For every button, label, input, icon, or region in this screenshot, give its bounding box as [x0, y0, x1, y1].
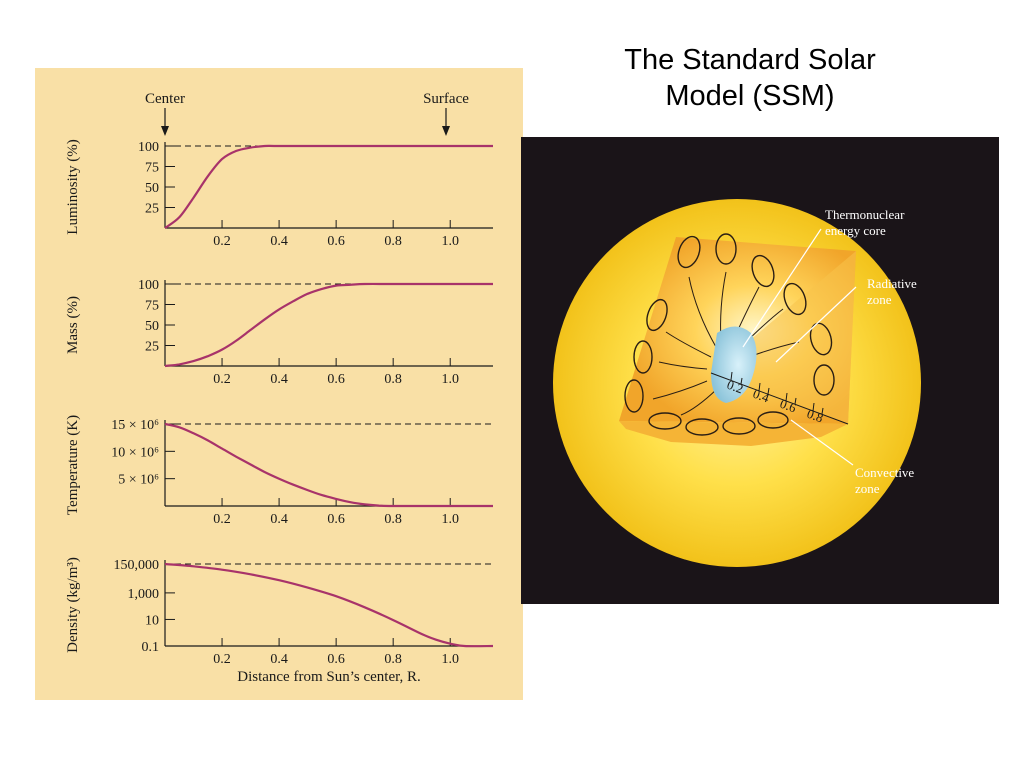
luminosity-chart: 100 75 50 25 0.2 0.4 0.6 0.8 1.0 Luminosity (%) [65, 139, 493, 249]
scale-tick-0-6: 0.6 [778, 396, 799, 416]
mass-chart: 100 75 50 25 0.2 0.4 0.6 0.8 1.0 Mass (%) [65, 278, 493, 387]
y-tick-label: 50 [145, 181, 159, 196]
x-tick-label: 0.2 [213, 372, 231, 387]
center-marker-label: Center [145, 91, 185, 107]
x-tick-label: 1.0 [441, 372, 459, 387]
y-axis-label: Mass (%) [65, 296, 81, 354]
label-leader-lines [742, 228, 857, 466]
y-axis-label: Luminosity (%) [65, 139, 81, 234]
x-axis-label: Distance from Sun’s center, R. [237, 669, 421, 685]
radiative-label-line-1: Radiative [867, 276, 917, 291]
slide-title-line-1: The Standard Solar [624, 44, 876, 76]
sun-structure-diagram: 0.2 0.4 0.6 0.8 Thermonuclear energy cor… [553, 199, 921, 567]
scale-tick-0-2: 0.2 [725, 377, 745, 397]
x-tick-label: 1.0 [441, 512, 459, 527]
y-tick-label: 100 [138, 278, 159, 293]
x-tick-label: 0.4 [270, 512, 288, 527]
x-tick-label: 0.2 [213, 512, 231, 527]
x-tick-label: 0.2 [213, 652, 231, 667]
surface-marker-arrow [442, 108, 450, 136]
x-tick-label: 0.8 [384, 652, 402, 667]
x-tick-label: 0.6 [327, 234, 345, 249]
y-axis-label: Density (kg/m³) [65, 557, 81, 653]
series-line [164, 282, 493, 368]
x-tick-label: 1.0 [441, 234, 459, 249]
x-tick-label: 0.4 [270, 652, 288, 667]
y-tick-label: 0.1 [142, 640, 160, 655]
x-tick-label: 0.4 [270, 234, 288, 249]
scale-tick-0-4: 0.4 [751, 386, 772, 406]
series-line [164, 144, 493, 229]
y-tick-label: 75 [145, 299, 159, 314]
y-tick-label: 25 [145, 202, 159, 217]
y-tick-label: 1,000 [128, 587, 160, 602]
x-tick-label: 0.2 [213, 234, 231, 249]
x-tick-label: 1.0 [441, 652, 459, 667]
y-tick-label: 25 [145, 340, 159, 355]
series-line [164, 562, 494, 648]
x-tick-label: 0.8 [384, 234, 402, 249]
energy-core [711, 326, 757, 403]
y-tick-label: 150,000 [114, 558, 160, 573]
convection-cells [624, 233, 835, 436]
slide-title-line-2: Model (SSM) [665, 80, 835, 112]
y-tick-label: 10 × 10⁶ [111, 445, 159, 460]
core-label-line-1: Thermonuclear [825, 207, 905, 222]
center-marker-arrow [161, 108, 169, 136]
slide-title: The Standard Solar Model (SSM) [560, 42, 940, 114]
convective-label-line-2: zone [855, 481, 880, 496]
x-tick-label: 0.6 [327, 652, 345, 667]
scale-tick-0-8: 0.8 [805, 406, 825, 426]
core-label-line-2: energy core [825, 223, 886, 238]
y-tick-label: 75 [145, 161, 159, 176]
convective-label-line-1: Convective [855, 465, 914, 480]
y-tick-label: 5 × 10⁶ [118, 473, 159, 488]
x-tick-label: 0.8 [384, 372, 402, 387]
series-line [164, 422, 493, 508]
solar-profile-charts: Center Surface 100 75 50 25 0.2 0.4 0.6 0.8 1.0 L… [65, 91, 494, 685]
radiative-label-line-2: zone [867, 292, 892, 307]
sun-structure-diagram-panel: 0.2 0.4 0.6 0.8 Thermonuclear energy cor… [521, 137, 999, 604]
x-tick-label: 0.4 [270, 372, 288, 387]
y-tick-label: 10 [145, 613, 159, 628]
x-tick-label: 0.6 [327, 372, 345, 387]
temperature-chart: 15 × 10⁶ 10 × 10⁶ 5 × 10⁶ 0.2 0.4 0.6 0.8 1.0 Te… [65, 415, 493, 527]
radius-scale [710, 371, 849, 425]
density-chart: 150,000 1,000 10 0.1 0.2 0.4 0.6 0.8 1.0 Density … [65, 557, 494, 685]
y-tick-label: 50 [145, 319, 159, 334]
surface-marker-label: Surface [423, 91, 469, 107]
y-axis-label: Temperature (K) [65, 415, 81, 515]
x-tick-label: 0.8 [384, 512, 402, 527]
y-tick-label: 15 × 10⁶ [111, 418, 159, 433]
x-tick-label: 0.6 [327, 512, 345, 527]
y-tick-label: 100 [138, 140, 159, 155]
solar-profile-charts-panel: Center Surface 100 75 50 25 0.2 0.4 0.6 0.8 1.0 L… [35, 68, 523, 700]
